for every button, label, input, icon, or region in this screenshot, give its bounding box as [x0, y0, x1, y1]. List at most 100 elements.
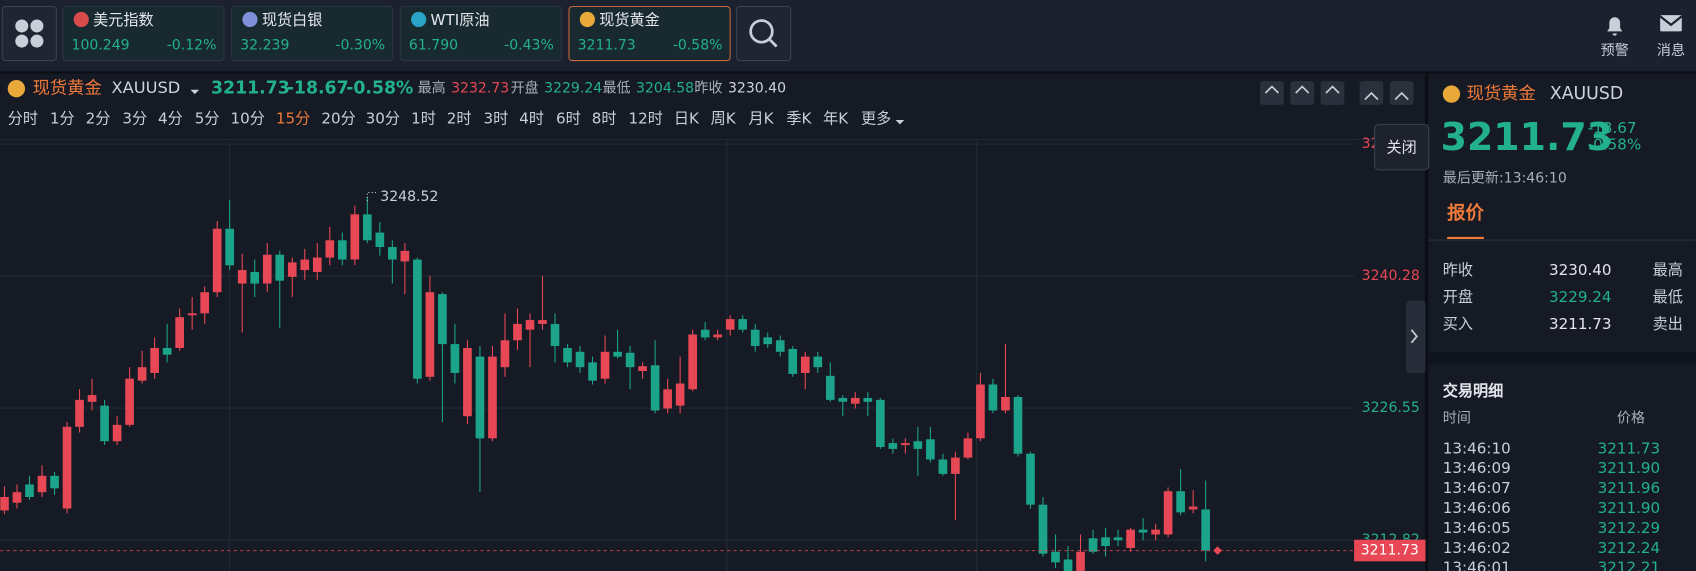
timeframe-tab[interactable]: 4时	[519, 109, 544, 127]
quote-label: 开盘	[1443, 288, 1473, 306]
candle-body	[926, 439, 935, 460]
search-button[interactable]	[736, 5, 792, 62]
timeframe-tab[interactable]: 15分	[276, 109, 310, 127]
ticker-card[interactable]	[568, 5, 731, 62]
candle-body	[325, 240, 335, 258]
timeframe-tab[interactable]: 3分	[122, 109, 147, 127]
ticker-card[interactable]	[399, 5, 562, 62]
candle-body	[225, 228, 235, 266]
timeframe-tab[interactable]: 1时	[411, 109, 436, 127]
panel-updated: 最后更新:13:46:10	[1443, 170, 1567, 186]
timeframe-tab[interactable]: 年K	[823, 109, 849, 127]
timeframe-tab[interactable]: 更多	[861, 109, 891, 127]
alert-icon[interactable]	[1607, 17, 1623, 36]
candle-body	[200, 292, 209, 314]
max-label: 3248.52	[380, 189, 438, 205]
ticker-price: 100.249	[72, 37, 130, 53]
panel-tab[interactable]: 报价	[1447, 202, 1484, 224]
timeframe-tab[interactable]: 20分	[321, 109, 355, 127]
trade-time: 13:46:09	[1443, 459, 1511, 477]
symbol-price: 3211.73	[211, 79, 290, 99]
timeframe-tab[interactable]: 2时	[447, 109, 472, 127]
candle-body	[312, 257, 322, 273]
candle-body	[725, 319, 735, 330]
candle-body	[838, 397, 848, 402]
symbol-caret[interactable]	[190, 89, 200, 95]
panel-change-pct: -0.58%	[1588, 135, 1642, 153]
ticker-card[interactable]	[62, 5, 225, 62]
toolbar-button[interactable]	[1260, 81, 1284, 105]
coin-icon	[1442, 85, 1461, 103]
panel-change: -18.67	[1588, 119, 1637, 137]
timeframe-tab[interactable]: 10分	[230, 109, 264, 127]
alert-label: 预警	[1601, 43, 1629, 59]
menu-button[interactable]	[1, 5, 57, 62]
search-icon-handle	[768, 37, 778, 48]
timeframe-tab[interactable]: 4分	[158, 109, 183, 127]
ticker-icon	[242, 11, 258, 28]
timeframe-tab[interactable]: 季K	[786, 109, 812, 127]
candle-body	[700, 329, 710, 338]
toolbar-button[interactable]	[1290, 81, 1315, 105]
timeframe-tab[interactable]: 3时	[484, 109, 509, 127]
message-icon-flap	[1659, 15, 1683, 27]
trade-time: 13:46:07	[1443, 479, 1511, 497]
candle-body	[162, 347, 172, 355]
candle-body	[976, 384, 985, 439]
ticker-price: 3211.73	[578, 37, 636, 53]
candle-body	[575, 351, 585, 368]
candle-body	[475, 356, 485, 439]
timeframe-tab[interactable]: 日K	[674, 109, 700, 127]
timeframe-tab[interactable]: 8时	[592, 109, 617, 127]
trades-col-price: 价格	[1617, 411, 1645, 427]
trade-time: 13:46:06	[1443, 499, 1511, 517]
symbol-change-pct: -0.58%	[346, 79, 413, 99]
timeframe-tab[interactable]: 12时	[628, 109, 662, 127]
candle-body	[300, 259, 310, 271]
ticker-icon	[579, 11, 595, 28]
ticker-price: 61.790	[409, 37, 458, 53]
ticker-change: -0.12%	[167, 37, 217, 53]
candle-body	[1138, 529, 1148, 533]
candle-body	[563, 347, 572, 363]
stat-label: 最低	[603, 81, 631, 97]
timeframe-tab[interactable]: 30分	[366, 109, 400, 127]
timeframe-tab[interactable]: 月K	[749, 109, 775, 127]
candle-body	[112, 424, 122, 442]
trade-price: 3211.90	[1598, 459, 1661, 477]
ticker-change: -0.58%	[673, 37, 723, 53]
candle-body	[638, 366, 647, 372]
candle-body	[388, 247, 397, 260]
coin-icon	[7, 80, 26, 98]
quote-value: 3230.40	[1549, 261, 1612, 279]
candle-body	[1026, 453, 1035, 505]
candle-body	[988, 384, 998, 411]
ticker-card[interactable]	[231, 5, 394, 62]
timeframe-tab[interactable]: 5分	[195, 109, 220, 127]
candle-body	[287, 262, 297, 277]
trade-price: 3212.21	[1598, 559, 1661, 571]
candle-body	[37, 475, 47, 493]
stat-value: 3229.24	[544, 81, 602, 97]
toolbar-icon	[1325, 85, 1340, 94]
timeframe-tab[interactable]: 周K	[711, 109, 737, 127]
candle-body	[1201, 509, 1210, 551]
trade-time: 13:46:10	[1443, 439, 1511, 457]
candle-body	[1176, 491, 1185, 513]
timeframe-tab[interactable]: 6时	[556, 109, 581, 127]
timeframe-tab[interactable]: 分时	[8, 109, 38, 127]
symbol-code: XAUUSD	[112, 78, 181, 97]
candle-body	[175, 317, 184, 348]
quote-value: 3211.73	[1549, 315, 1612, 333]
timeframe-tab[interactable]: 2分	[86, 109, 111, 127]
candle-body	[888, 443, 898, 449]
candle-body	[863, 397, 873, 402]
toolbar-button[interactable]	[1320, 81, 1345, 105]
candle-body	[0, 496, 9, 511]
trade-time: 13:46:02	[1443, 539, 1511, 557]
candle-body	[150, 347, 159, 373]
candle-body	[137, 367, 147, 381]
last-price-label: 3211.73	[1361, 543, 1419, 559]
timeframe-tab[interactable]: 1分	[50, 109, 75, 127]
